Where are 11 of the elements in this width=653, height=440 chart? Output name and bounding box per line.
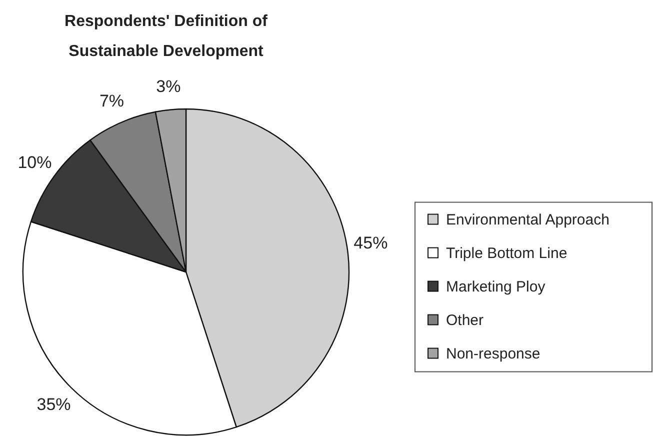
data-label: 7% — [99, 91, 124, 110]
legend-label: Other — [446, 312, 484, 329]
chart-title: Respondents' Definition of Sustainable Development — [64, 13, 268, 60]
data-label: 45% — [354, 234, 388, 253]
data-label: 3% — [156, 76, 181, 96]
data-label: 35% — [36, 395, 71, 414]
legend-label: Environmental Approach — [446, 212, 610, 228]
data-label: 10% — [18, 153, 52, 172]
legend-label: Triple Bottom Line — [446, 245, 568, 262]
legend-label: Marketing Ploy — [446, 278, 546, 296]
legend-label: Non-response — [446, 346, 540, 362]
